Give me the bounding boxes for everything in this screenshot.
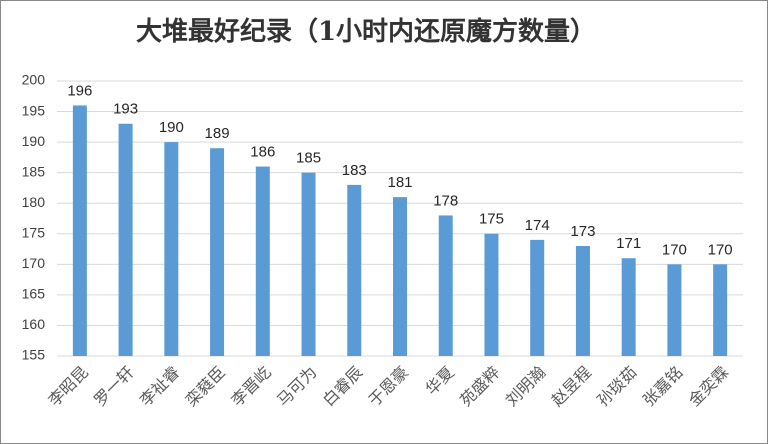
chart-title: 大堆最好纪录（1小时内还原魔方数量） <box>136 16 596 47</box>
y-tick-label: 200 <box>22 72 46 88</box>
y-tick-label: 160 <box>22 316 46 332</box>
value-label: 185 <box>296 150 321 167</box>
bar <box>438 215 453 356</box>
value-label: 170 <box>708 241 733 258</box>
bar <box>484 233 499 356</box>
y-tick-label: 195 <box>22 102 46 118</box>
bar <box>621 258 636 356</box>
y-tick-label: 185 <box>22 163 46 179</box>
value-label: 190 <box>159 119 184 136</box>
bar <box>393 197 407 356</box>
value-label: 178 <box>433 192 458 209</box>
value-label: 175 <box>479 211 504 228</box>
value-label: 171 <box>616 235 641 252</box>
value-label: 196 <box>67 82 92 99</box>
bar <box>667 264 682 356</box>
value-label: 189 <box>205 125 230 142</box>
bar <box>713 264 728 356</box>
value-label: 193 <box>113 101 138 118</box>
bar <box>118 123 133 357</box>
y-tick-label: 170 <box>22 255 46 271</box>
y-tick-label: 190 <box>22 133 46 149</box>
value-label: 170 <box>662 241 687 258</box>
bar <box>255 166 270 356</box>
bar <box>301 172 316 356</box>
bar <box>575 246 590 356</box>
y-tick-label: 180 <box>22 194 46 210</box>
value-label: 186 <box>250 144 275 161</box>
y-tick-label: 155 <box>22 347 46 363</box>
bar <box>164 142 179 356</box>
y-tick-label: 165 <box>22 286 46 302</box>
bar <box>347 184 362 356</box>
bar <box>210 148 225 356</box>
bar <box>72 105 87 356</box>
value-label: 183 <box>342 162 367 179</box>
bar <box>530 239 545 356</box>
value-label: 173 <box>570 223 595 240</box>
value-label: 174 <box>525 217 550 234</box>
value-label: 181 <box>387 174 412 191</box>
y-tick-label: 175 <box>22 224 46 240</box>
